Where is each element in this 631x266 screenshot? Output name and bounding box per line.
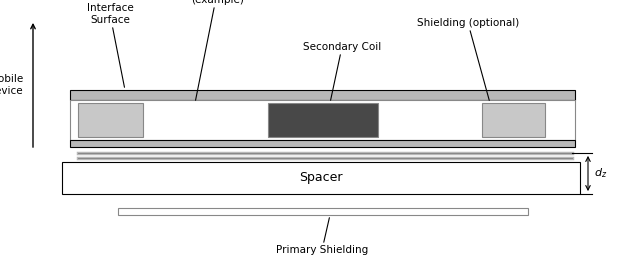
Text: $d_z$: $d_z$ bbox=[594, 167, 607, 180]
Bar bbox=[70, 140, 575, 147]
Text: Interface
Surface: Interface Surface bbox=[86, 3, 133, 87]
Bar bbox=[118, 208, 528, 215]
Bar bbox=[268, 103, 378, 137]
Bar bbox=[62, 162, 580, 194]
Bar bbox=[78, 103, 143, 137]
Text: Mobile
Device: Mobile Device bbox=[0, 74, 23, 96]
Text: Primary Shielding: Primary Shielding bbox=[276, 218, 368, 255]
Text: Spacer: Spacer bbox=[299, 172, 343, 185]
Bar bbox=[70, 100, 575, 140]
Text: Shielding (optional): Shielding (optional) bbox=[417, 18, 519, 100]
Bar bbox=[482, 103, 545, 137]
Bar bbox=[70, 90, 575, 100]
Text: Secondary Coil: Secondary Coil bbox=[303, 42, 381, 100]
Text: Magnetic
Attractor
(example): Magnetic Attractor (example) bbox=[192, 0, 244, 100]
